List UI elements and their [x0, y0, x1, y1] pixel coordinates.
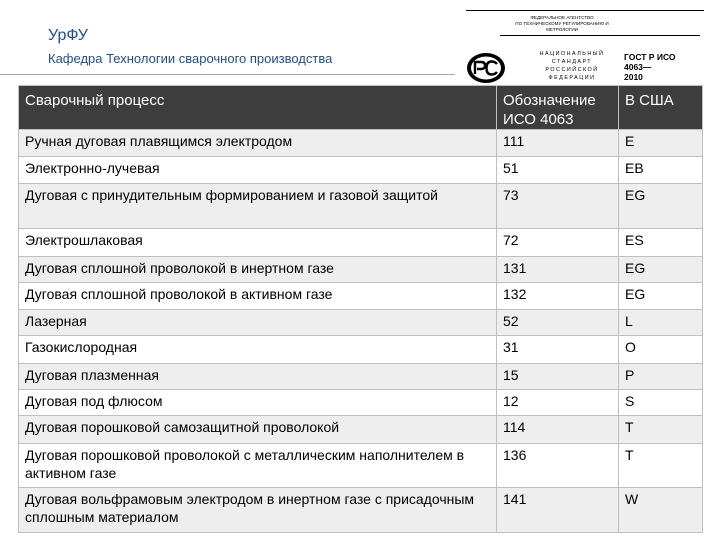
- national-line: российской: [545, 67, 599, 73]
- usa-code-cell: ES: [618, 228, 703, 257]
- process-name-cell: Дуговая вольфрамовым электродом в инертн…: [18, 487, 497, 533]
- process-name-cell: Электрошлаковая: [18, 228, 497, 257]
- column-header-process: Сварочный процесс: [18, 85, 497, 130]
- iso-code-cell: 111: [496, 128, 619, 158]
- iso-code-cell: 72: [496, 228, 619, 257]
- usa-code-cell: EB: [618, 156, 703, 184]
- process-name-cell: Дуговая с принудительным формированием и…: [18, 182, 497, 230]
- process-name-cell: Дуговая сплошной проволокой в активном г…: [18, 281, 497, 311]
- gost-code-line: 2010: [624, 72, 643, 82]
- usa-code-cell: T: [618, 415, 703, 444]
- org-name: УрФУ: [48, 27, 88, 44]
- badge-rule: [500, 35, 700, 36]
- usa-code-cell: L: [618, 309, 703, 337]
- process-name-cell: Дуговая порошковой проволокой с металлич…: [18, 442, 497, 489]
- table-row: Дуговая плазменная 15 P: [18, 362, 703, 391]
- table-row: Электронно-лучевая 51 EB: [18, 156, 703, 184]
- usa-code-cell: S: [618, 389, 703, 417]
- iso-code-cell: 12: [496, 389, 619, 417]
- iso-code-cell: 136: [496, 442, 619, 489]
- department-name: Кафедра Технологии сварочного производст…: [48, 51, 333, 66]
- usa-code-cell: EG: [618, 255, 703, 283]
- iso-code-cell: 52: [496, 309, 619, 337]
- usa-code-cell: E: [618, 128, 703, 158]
- table-row: Газокислородная 31 O: [18, 335, 703, 364]
- usa-code-cell: T: [618, 442, 703, 489]
- iso-code-cell: 51: [496, 156, 619, 184]
- national-line: национальный: [539, 51, 605, 57]
- usa-code-cell: P: [618, 362, 703, 391]
- table-row: Дуговая под флюсом 12 S: [18, 389, 703, 417]
- gost-badge: федеральное агентство по техническому ре…: [466, 8, 704, 88]
- process-name-cell: Ручная дуговая плавящимся электродом: [18, 128, 497, 158]
- table-row: Дуговая вольфрамовым электродом в инертн…: [18, 487, 703, 533]
- table-row: Дуговая порошковой проволокой с металлич…: [18, 442, 703, 489]
- iso-code-cell: 15: [496, 362, 619, 391]
- agency-line: федеральное агентство: [530, 15, 594, 20]
- agency-line: по техническому регулированию и метролог…: [515, 21, 609, 32]
- badge-top-rule: [466, 10, 704, 11]
- table-row: Дуговая сплошной проволокой в активном г…: [18, 281, 703, 311]
- gost-code-line: 4063—: [624, 62, 652, 72]
- process-name-cell: Дуговая плазменная: [18, 362, 497, 391]
- column-header-iso: Обозначение ИСО 4063: [496, 85, 619, 130]
- table-header-row: Сварочный процесс Обозначение ИСО 4063 В…: [18, 85, 703, 130]
- national-line: федерации: [548, 75, 596, 81]
- iso-code-cell: 73: [496, 182, 619, 230]
- table-row: Дуговая сплошной проволокой в инертном г…: [18, 255, 703, 283]
- iso-code-cell: 141: [496, 487, 619, 533]
- usa-code-cell: W: [618, 487, 703, 533]
- agency-name: федеральное агентство по техническому ре…: [500, 15, 624, 33]
- usa-code-cell: EG: [618, 281, 703, 311]
- iso-code-cell: 131: [496, 255, 619, 283]
- gost-code: ГОСТ Р ИСО 4063— 2010: [624, 52, 675, 82]
- usa-code-cell: O: [618, 335, 703, 364]
- table-row: Электрошлаковая 72 ES: [18, 228, 703, 257]
- gost-code-line: ГОСТ Р ИСО: [624, 52, 676, 62]
- process-name-cell: Электронно-лучевая: [18, 156, 497, 184]
- gost-certification-logo-icon: [467, 53, 505, 83]
- process-name-cell: Газокислородная: [18, 335, 497, 364]
- process-name-cell: Лазерная: [18, 309, 497, 337]
- table-row: Дуговая с принудительным формированием и…: [18, 182, 703, 230]
- iso-code-cell: 31: [496, 335, 619, 364]
- welding-process-table: Сварочный процесс Обозначение ИСО 4063 В…: [18, 85, 703, 533]
- table-row: Дуговая порошковой самозащитной проволок…: [18, 415, 703, 444]
- process-name-cell: Дуговая порошковой самозащитной проволок…: [18, 415, 497, 444]
- process-name-cell: Дуговая под флюсом: [18, 389, 497, 417]
- usa-code-cell: EG: [618, 182, 703, 230]
- header-divider: [0, 74, 455, 75]
- national-line: стандарт: [551, 59, 593, 65]
- table-row: Лазерная 52 L: [18, 309, 703, 337]
- iso-code-cell: 132: [496, 281, 619, 311]
- table-row: Ручная дуговая плавящимся электродом 111 E: [18, 128, 703, 158]
- national-standard-label: национальный стандарт российской федерац…: [536, 50, 608, 82]
- column-header-usa: В США: [618, 85, 703, 130]
- iso-code-cell: 114: [496, 415, 619, 444]
- process-name-cell: Дуговая сплошной проволокой в инертном г…: [18, 255, 497, 283]
